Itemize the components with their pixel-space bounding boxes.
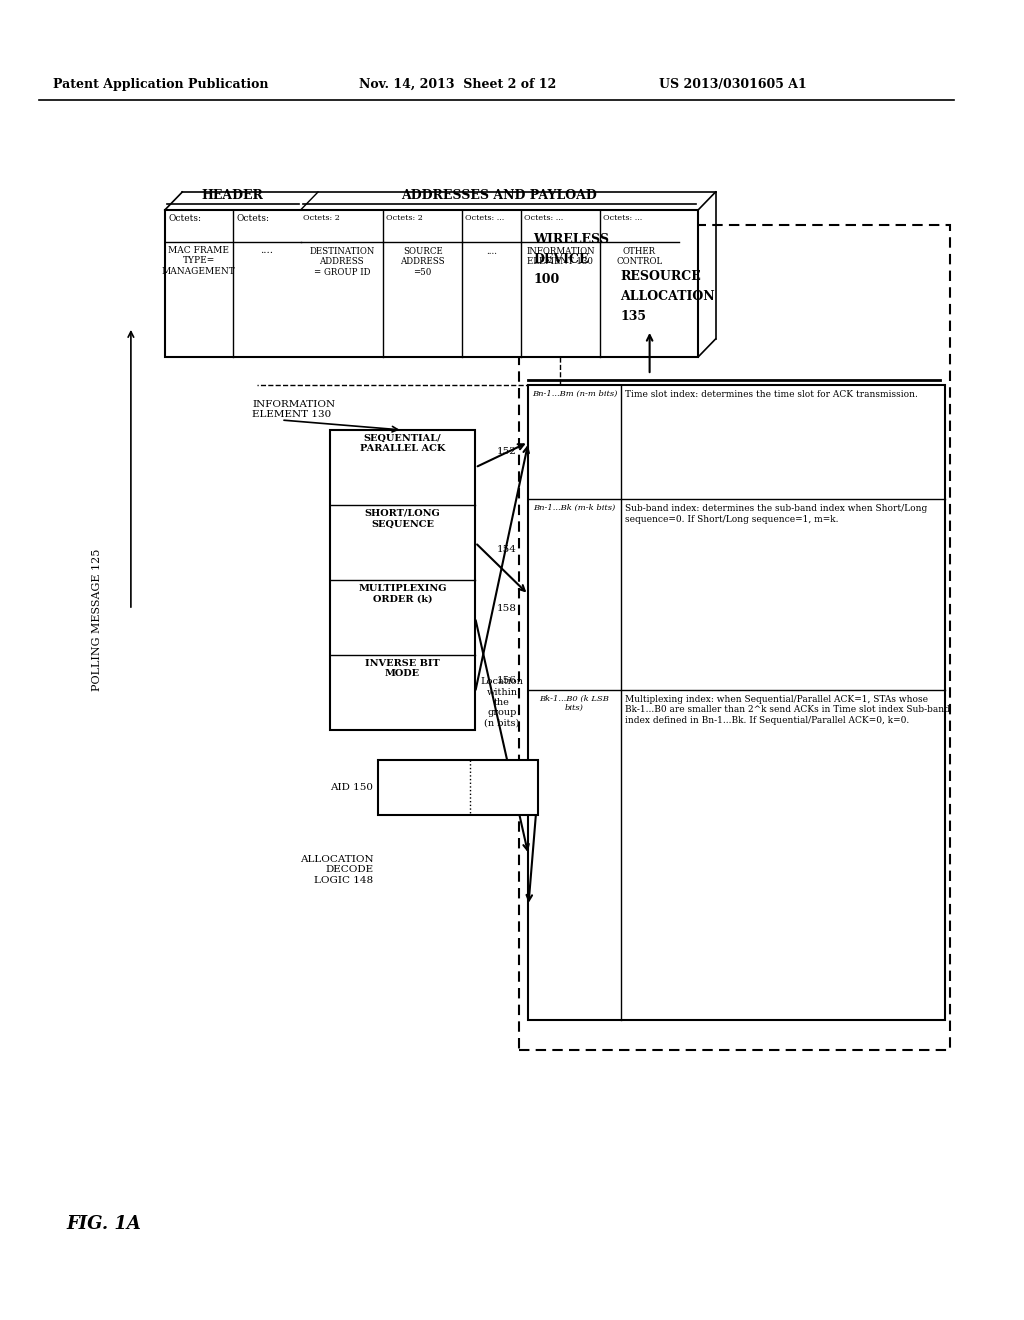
Text: 135: 135 <box>621 310 646 323</box>
Text: Octets: ...: Octets: ... <box>523 214 563 222</box>
Text: 000000: 000000 <box>481 766 518 774</box>
Bar <box>528 385 945 1020</box>
Text: 158: 158 <box>497 605 516 614</box>
Text: Octets:: Octets: <box>237 214 269 223</box>
Text: Bk-1...B0 (k LSB
bits): Bk-1...B0 (k LSB bits) <box>540 694 609 711</box>
Text: Location
within
the
group
(n bits): Location within the group (n bits) <box>480 677 523 727</box>
Text: ....: .... <box>486 247 497 256</box>
Text: ALLOCATION: ALLOCATION <box>621 290 715 304</box>
Text: OTHER
CONTROL: OTHER CONTROL <box>616 247 663 267</box>
Text: Octets: ...: Octets: ... <box>465 214 505 222</box>
Text: INVERSE BIT
MODE: INVERSE BIT MODE <box>365 659 439 678</box>
Text: Multiplexing index: when Sequential/Parallel ACK=1, STAs whose
Bk-1...B0 are sma: Multiplexing index: when Sequential/Para… <box>626 694 950 725</box>
Text: HEADER: HEADER <box>202 189 263 202</box>
Text: Octets:: Octets: <box>169 214 202 223</box>
Text: 156: 156 <box>497 676 516 685</box>
Text: SHORT/LONG
SEQUENCE: SHORT/LONG SEQUENCE <box>365 510 440 528</box>
Text: Time slot index: determines the time slot for ACK transmission.: Time slot index: determines the time slo… <box>626 389 919 399</box>
Text: MULTIPLEXING
ORDER (k): MULTIPLEXING ORDER (k) <box>358 583 446 603</box>
Bar <box>378 760 539 814</box>
Text: 100: 100 <box>534 273 559 286</box>
Text: 152: 152 <box>497 447 516 455</box>
Text: WIRELESS: WIRELESS <box>534 234 609 246</box>
Bar <box>165 210 698 356</box>
Text: INFORMATION
ELEMENT 130: INFORMATION ELEMENT 130 <box>526 247 595 267</box>
Text: ....: .... <box>260 246 273 255</box>
Text: Octets: 2: Octets: 2 <box>386 214 423 222</box>
Bar <box>519 224 950 1049</box>
Text: FIG. 1A: FIG. 1A <box>66 1214 141 1233</box>
Text: US 2013/0301605 A1: US 2013/0301605 A1 <box>659 78 807 91</box>
Text: Bn-1...Bk (m-k bits): Bn-1...Bk (m-k bits) <box>534 504 615 512</box>
Text: INFORMATION
ELEMENT 130: INFORMATION ELEMENT 130 <box>252 400 335 420</box>
Text: Octets: 2: Octets: 2 <box>303 214 340 222</box>
Text: SEQUENTIAL/
PARALLEL ACK: SEQUENTIAL/ PARALLEL ACK <box>359 434 445 453</box>
Text: 154: 154 <box>497 545 516 554</box>
Text: Octets: ...: Octets: ... <box>603 214 642 222</box>
Bar <box>330 430 475 730</box>
Text: Sub-band index: determines the sub-band index when Short/Long
sequence=0. If Sho: Sub-band index: determines the sub-band … <box>626 504 928 524</box>
Text: DEVICE: DEVICE <box>534 253 589 267</box>
Text: SOURCE
ADDRESS
=50: SOURCE ADDRESS =50 <box>400 247 445 277</box>
Text: RESOURCE: RESOURCE <box>621 271 701 282</box>
Text: AID 150: AID 150 <box>331 783 374 792</box>
Text: POLLING MESSAGE 125: POLLING MESSAGE 125 <box>92 549 102 692</box>
Text: ALLOCATION
DECODE
LOGIC 148: ALLOCATION DECODE LOGIC 148 <box>300 855 374 884</box>
Text: ADDRESSES AND PAYLOAD: ADDRESSES AND PAYLOAD <box>401 189 597 202</box>
Text: Nov. 14, 2013  Sheet 2 of 12: Nov. 14, 2013 Sheet 2 of 12 <box>358 78 556 91</box>
Text: AID=11111100: AID=11111100 <box>385 766 462 774</box>
Text: MAC FRAME
TYPE=
MANAGEMENT: MAC FRAME TYPE= MANAGEMENT <box>162 246 236 276</box>
Text: DESTINATION
ADDRESS
= GROUP ID: DESTINATION ADDRESS = GROUP ID <box>309 247 375 277</box>
Text: Patent Application Publication: Patent Application Publication <box>53 78 269 91</box>
Text: Bn-1...Bm (n-m bits): Bn-1...Bm (n-m bits) <box>531 389 617 399</box>
